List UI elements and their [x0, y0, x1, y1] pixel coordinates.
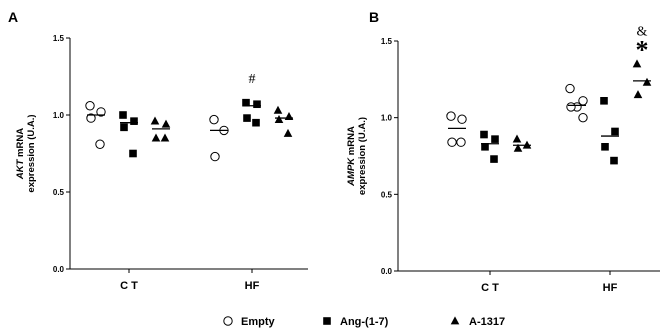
data-point	[457, 114, 467, 124]
data-point	[512, 134, 522, 143]
data-point	[284, 111, 294, 120]
legend-marker	[450, 316, 460, 325]
data-point	[150, 116, 160, 125]
y-axis-label: AMPK mRNA	[346, 126, 357, 187]
data-point	[610, 156, 618, 165]
y-axis-label: AKT mRNA	[15, 128, 26, 180]
panel-label: B	[369, 9, 379, 25]
data-point	[446, 111, 456, 121]
data-point	[491, 135, 499, 143]
data-point	[95, 139, 105, 149]
y-tick-label: 1.0	[53, 111, 65, 120]
significance-marker: &	[637, 24, 648, 39]
data-point	[456, 137, 466, 147]
data-point	[283, 128, 293, 137]
y-axis-label-line2: expression (U.A.)	[357, 117, 368, 195]
panel-b: 0.0 0.5 1.0 1.5 C T HF AMPK mRNA expression (U.…	[346, 9, 660, 294]
data-point	[96, 107, 106, 117]
data-point	[243, 114, 251, 122]
y-tick-label: 0.5	[381, 190, 393, 199]
y-axis-label-line2: expression (U.A.)	[26, 114, 37, 192]
data-point	[160, 133, 170, 142]
data-point	[565, 83, 575, 94]
data-point	[447, 137, 457, 147]
panel-label: A	[8, 9, 18, 25]
data-point	[632, 59, 642, 68]
data-point	[120, 123, 128, 132]
y-tick-label: 1.5	[53, 34, 65, 43]
legend-label: Ang-(1-7)	[340, 316, 389, 328]
y-tick-label: 0.0	[381, 267, 393, 276]
y-axis-label-suffix: mRNA	[346, 126, 357, 158]
legend: Empty Ang-(1-7) A-1317	[223, 316, 505, 328]
data-point	[209, 114, 219, 125]
data-point	[129, 149, 137, 158]
significance-marker: *	[636, 36, 649, 65]
panel-a: 0.0 0.5 1.0 1.5 C T HF AKT mRNA expression (U.A…	[8, 9, 308, 292]
category-label: HF	[603, 282, 618, 294]
y-tick-label: 1.5	[381, 37, 393, 46]
category-label: HF	[245, 280, 260, 292]
category-label: C T	[120, 280, 138, 292]
data-point	[566, 102, 576, 112]
legend-marker	[223, 316, 233, 326]
data-point	[633, 90, 643, 99]
y-tick-label: 1.0	[381, 114, 393, 123]
legend-marker	[323, 317, 331, 325]
data-point	[578, 112, 588, 123]
data-point	[161, 119, 171, 128]
data-point	[210, 151, 220, 162]
data-point	[274, 115, 284, 124]
category-label: C T	[481, 282, 499, 294]
data-point	[600, 97, 608, 105]
y-axis-label-gene: AKT	[15, 158, 26, 180]
y-tick-label: 0.5	[53, 188, 65, 197]
data-point	[119, 111, 127, 119]
data-point	[513, 143, 523, 152]
data-point	[253, 100, 261, 109]
data-point	[490, 155, 498, 163]
data-point	[151, 133, 161, 142]
data-point	[242, 98, 250, 107]
data-point	[273, 105, 283, 114]
data-point	[642, 77, 652, 86]
data-point	[86, 113, 96, 123]
data-point	[481, 143, 489, 151]
y-axis-label-gene: AMPK	[346, 157, 357, 187]
legend-label: Empty	[241, 316, 276, 328]
y-axis-label-suffix: mRNA	[15, 128, 26, 160]
data-point	[252, 118, 260, 127]
significance-marker: #	[249, 72, 256, 87]
data-point	[601, 143, 609, 151]
data-point	[480, 130, 488, 139]
data-point	[85, 101, 95, 111]
y-tick-label: 0.0	[53, 265, 65, 274]
legend-label: A-1317	[469, 316, 505, 328]
data-point	[611, 127, 619, 136]
data-point	[130, 117, 138, 125]
